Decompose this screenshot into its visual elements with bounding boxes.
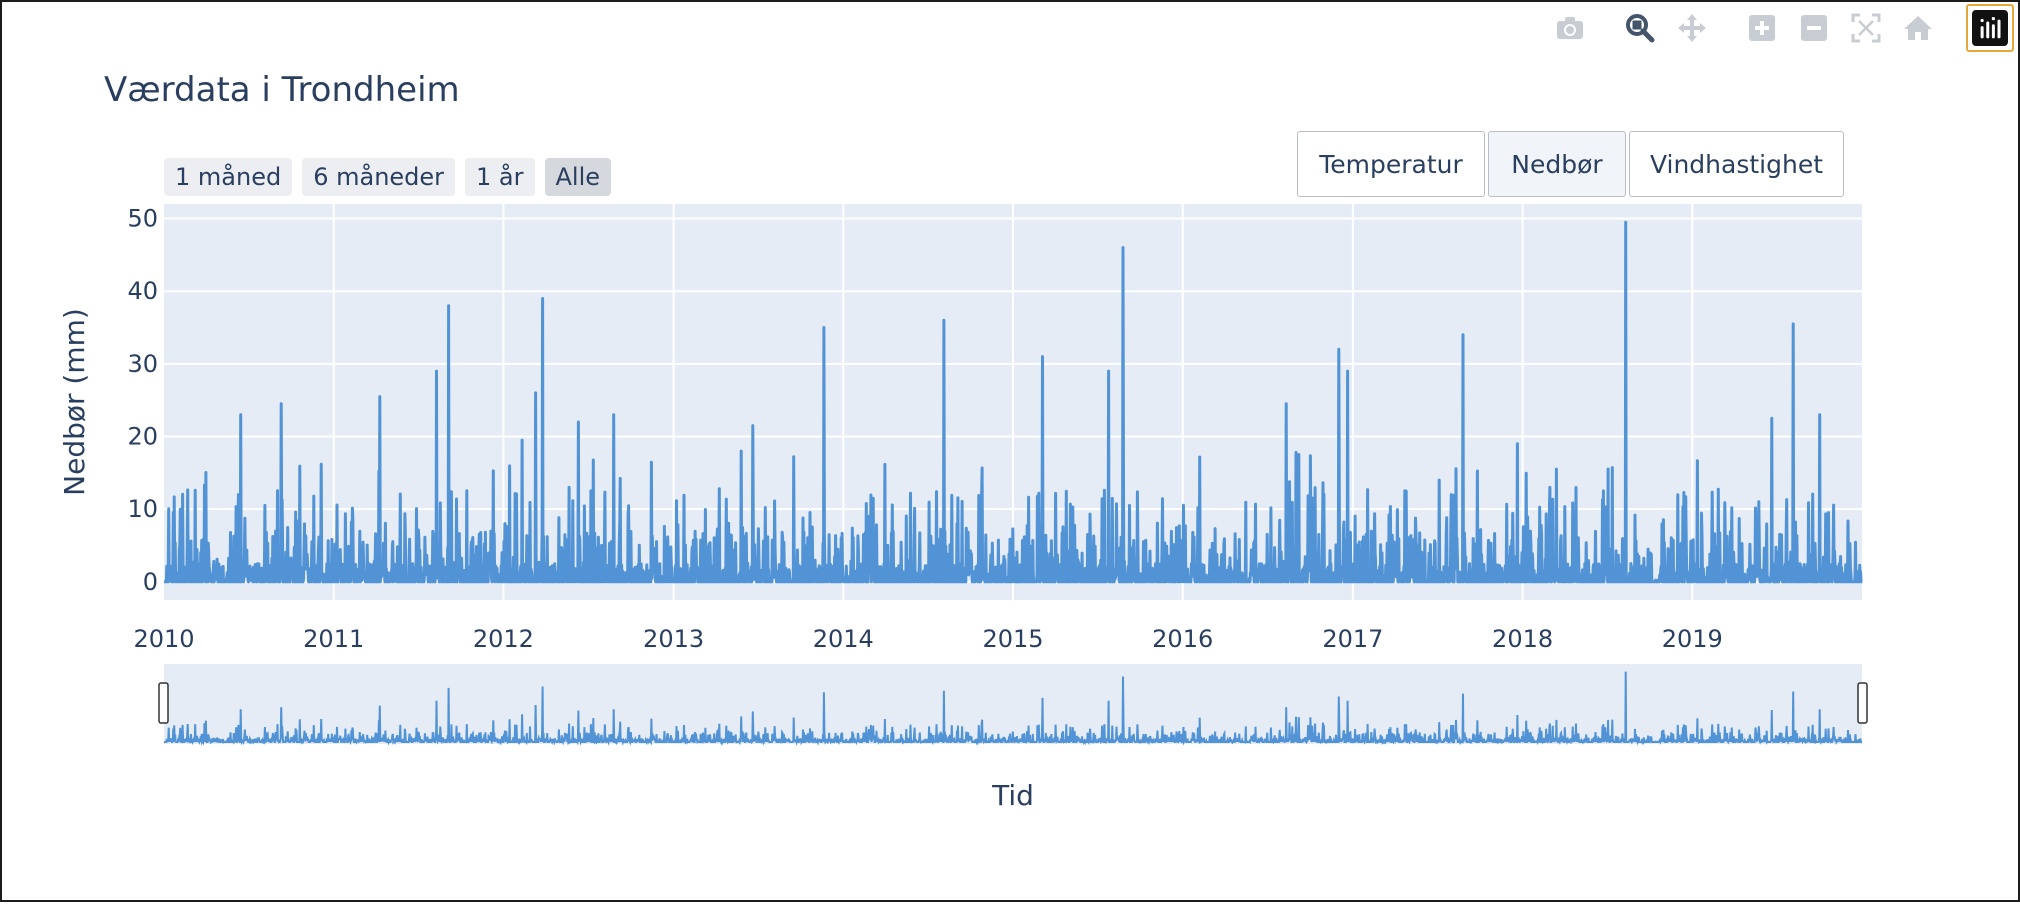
range-slider-handle-left[interactable]: [158, 682, 169, 724]
x-tick-label: 2018: [1492, 625, 1553, 653]
range-button-all[interactable]: Alle: [544, 158, 612, 196]
x-tick-label: 2019: [1662, 625, 1723, 653]
chart-title: Værdata i Trondheim: [104, 70, 460, 110]
modebar: [1548, 4, 2014, 52]
range-button-6-months[interactable]: 6 måneder: [302, 158, 456, 196]
range-selector: 1 måned 6 måneder 1 år Alle: [164, 158, 612, 196]
x-axis-title: Tid: [991, 779, 1034, 812]
y-tick-label: 0: [143, 568, 158, 596]
x-tick-label: 2013: [643, 625, 704, 653]
range-slider-handle-right[interactable]: [1857, 682, 1868, 724]
y-tick-label: 40: [127, 277, 158, 305]
zoom-out-icon[interactable]: [1792, 6, 1836, 50]
range-button-1-year[interactable]: 1 år: [465, 158, 535, 196]
pan-icon[interactable]: [1670, 6, 1714, 50]
camera-icon[interactable]: [1548, 6, 1592, 50]
x-tick-label: 2015: [982, 625, 1043, 653]
y-tick-label: 50: [127, 205, 158, 233]
range-slider-line: [164, 671, 1863, 746]
x-tick-label: 2017: [1322, 625, 1383, 653]
range-slider[interactable]: [164, 664, 1862, 744]
variable-button-wind-speed[interactable]: Vindhastighet: [1629, 131, 1844, 197]
variable-button-precipitation[interactable]: Nedbør: [1488, 131, 1626, 197]
x-tick-label: 2016: [1152, 625, 1213, 653]
x-tick-label: 2014: [813, 625, 874, 653]
zoom-icon[interactable]: [1618, 6, 1662, 50]
variable-selector: Temperatur Nedbør Vindhastighet: [1297, 131, 1844, 197]
x-tick-label: 2010: [133, 625, 194, 653]
y-tick-label: 10: [127, 495, 158, 523]
autoscale-icon[interactable]: [1844, 6, 1888, 50]
y-tick-label: 30: [127, 350, 158, 378]
range-button-1-month[interactable]: 1 måned: [164, 158, 293, 196]
x-tick-label: 2011: [303, 625, 364, 653]
zoom-in-icon[interactable]: [1740, 6, 1784, 50]
y-tick-label: 20: [127, 423, 158, 451]
plotly-logo-icon[interactable]: [1966, 4, 2014, 52]
x-tick-label: 2012: [473, 625, 534, 653]
variable-button-temperature[interactable]: Temperatur: [1297, 131, 1485, 197]
reset-axes-icon[interactable]: [1896, 6, 1940, 50]
series-line-precipitation: [163, 220, 1863, 584]
y-axis: 0 10 20 30 40 50: [127, 205, 158, 596]
y-axis-title: Nedbør (mm): [58, 308, 91, 496]
x-axis: 2010 2011 2012 2013 2014 2015 2016 2017 2018 2019: [133, 625, 1722, 653]
